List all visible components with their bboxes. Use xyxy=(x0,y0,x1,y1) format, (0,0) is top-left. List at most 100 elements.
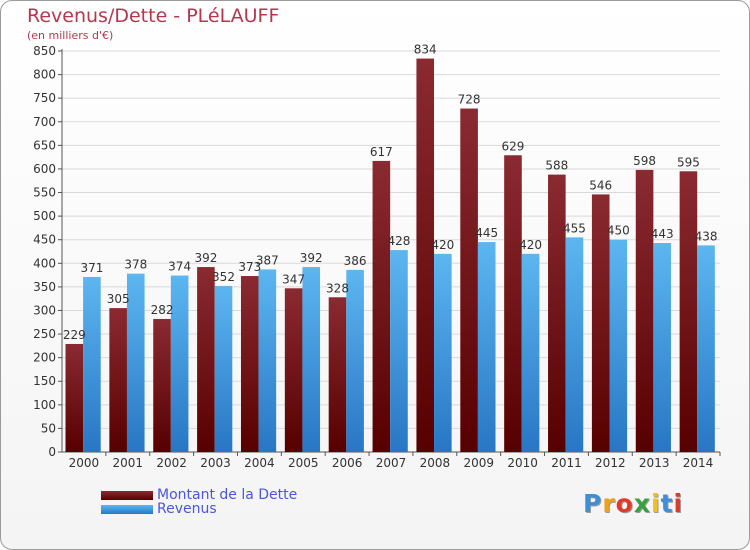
y-tick-label: 750 xyxy=(33,91,56,105)
bar-debt xyxy=(109,308,127,452)
legend-label-revenue: Revenus xyxy=(157,501,217,517)
data-label-revenue: 445 xyxy=(475,226,498,240)
x-tick-label: 2007 xyxy=(376,456,407,470)
x-tick-label: 2012 xyxy=(595,456,626,470)
bar-debt xyxy=(416,58,435,452)
data-label-debt: 373 xyxy=(238,260,261,274)
y-tick-label: 450 xyxy=(33,233,56,247)
data-label-revenue: 428 xyxy=(388,234,411,248)
data-label-debt: 588 xyxy=(545,159,568,173)
data-label-debt: 728 xyxy=(458,93,481,107)
bar-debt xyxy=(240,276,259,452)
data-label-debt: 598 xyxy=(633,154,656,168)
x-tick-label: 2006 xyxy=(332,456,363,470)
bar-debt xyxy=(65,343,84,452)
logo-letter: r xyxy=(602,489,616,518)
x-tick-label: 2010 xyxy=(507,456,538,470)
x-tick-label: 2004 xyxy=(244,456,275,470)
y-tick-label: 250 xyxy=(33,327,56,341)
legend-label-debt: Montant de la Dette xyxy=(157,487,298,503)
bar-revenue xyxy=(170,275,189,452)
x-tick-label: 2008 xyxy=(420,456,451,470)
bar-debt xyxy=(679,171,698,453)
bar-debt xyxy=(504,155,522,452)
data-label-debt: 347 xyxy=(282,272,305,286)
data-label-debt: 392 xyxy=(194,251,217,265)
x-tick-label: 2005 xyxy=(288,456,319,470)
data-label-revenue: 352 xyxy=(212,270,235,284)
data-label-debt: 229 xyxy=(63,328,86,342)
bar-debt xyxy=(284,288,303,452)
bars xyxy=(65,58,715,453)
data-label-debt: 629 xyxy=(502,139,525,153)
data-label-revenue: 443 xyxy=(651,227,674,241)
logo-letter: i xyxy=(673,489,684,518)
bar-debt xyxy=(153,318,171,452)
x-tick-label: 2002 xyxy=(156,456,187,470)
bar-revenue xyxy=(697,245,715,452)
bar-debt xyxy=(591,194,610,452)
bar-revenue xyxy=(126,273,145,452)
data-label-revenue: 438 xyxy=(695,229,718,243)
bar-revenue xyxy=(609,239,628,452)
y-tick-label: 200 xyxy=(33,351,56,365)
bar-debt xyxy=(372,160,391,452)
bar-debt xyxy=(460,108,478,452)
y-tick-label: 850 xyxy=(33,44,56,58)
legend-swatch-revenue xyxy=(101,505,153,514)
y-tick-label: 500 xyxy=(33,209,56,223)
data-label-revenue: 420 xyxy=(431,238,454,252)
x-tick-label: 2014 xyxy=(683,456,714,470)
data-label-debt: 328 xyxy=(326,281,349,295)
y-tick-label: 800 xyxy=(33,68,56,82)
data-label-revenue: 374 xyxy=(168,260,191,274)
chart-title: Revenus/Dette - PLéLAUFF xyxy=(27,5,280,27)
bar-debt xyxy=(548,174,566,452)
y-tick-label: 400 xyxy=(33,256,56,270)
data-label-revenue: 455 xyxy=(563,221,586,235)
x-tick-label: 2000 xyxy=(69,456,100,470)
bar-debt xyxy=(197,267,215,452)
bar-revenue xyxy=(214,285,233,452)
data-label-revenue: 378 xyxy=(124,258,147,272)
y-tick-label: 100 xyxy=(33,398,56,412)
y-tick-label: 150 xyxy=(33,374,56,388)
data-label-debt: 546 xyxy=(589,178,612,192)
chart-subtitle: (en milliers d'€) xyxy=(27,29,114,42)
y-tick-label: 350 xyxy=(33,280,56,294)
bar-debt xyxy=(328,297,347,452)
bar-revenue xyxy=(390,250,408,452)
bar-revenue xyxy=(477,242,496,452)
data-label-debt: 282 xyxy=(151,303,174,317)
data-label-debt: 305 xyxy=(107,292,130,306)
x-tick-label: 2013 xyxy=(639,456,670,470)
data-label-revenue: 420 xyxy=(519,238,542,252)
x-tick-label: 2003 xyxy=(200,456,231,470)
logo-letter: x xyxy=(633,489,651,518)
bar-revenue xyxy=(346,269,364,452)
y-tick-label: 300 xyxy=(33,303,56,317)
bar-debt xyxy=(635,169,654,452)
y-tick-label: 550 xyxy=(33,186,56,200)
bar-revenue xyxy=(521,253,540,452)
legend-swatch-debt xyxy=(101,491,153,500)
x-tick-label: 2001 xyxy=(113,456,144,470)
data-label-revenue: 386 xyxy=(344,254,367,268)
bar-revenue xyxy=(653,243,671,452)
y-tick-label: 50 xyxy=(41,421,56,435)
data-label-revenue: 387 xyxy=(256,253,279,267)
data-label-revenue: 450 xyxy=(607,224,630,238)
data-label-debt: 595 xyxy=(677,155,700,169)
x-tick-label: 2009 xyxy=(463,456,494,470)
y-tick-label: 0 xyxy=(48,445,56,459)
logo-letter: i xyxy=(651,489,661,518)
bar-revenue xyxy=(434,253,452,452)
bar-revenue xyxy=(302,267,321,452)
logo-letter: o xyxy=(615,489,634,518)
y-tick-label: 700 xyxy=(33,115,56,129)
proxiti-logo: Proxiti xyxy=(583,489,683,518)
y-tick-label: 650 xyxy=(33,138,56,152)
bar-revenue xyxy=(565,237,584,452)
